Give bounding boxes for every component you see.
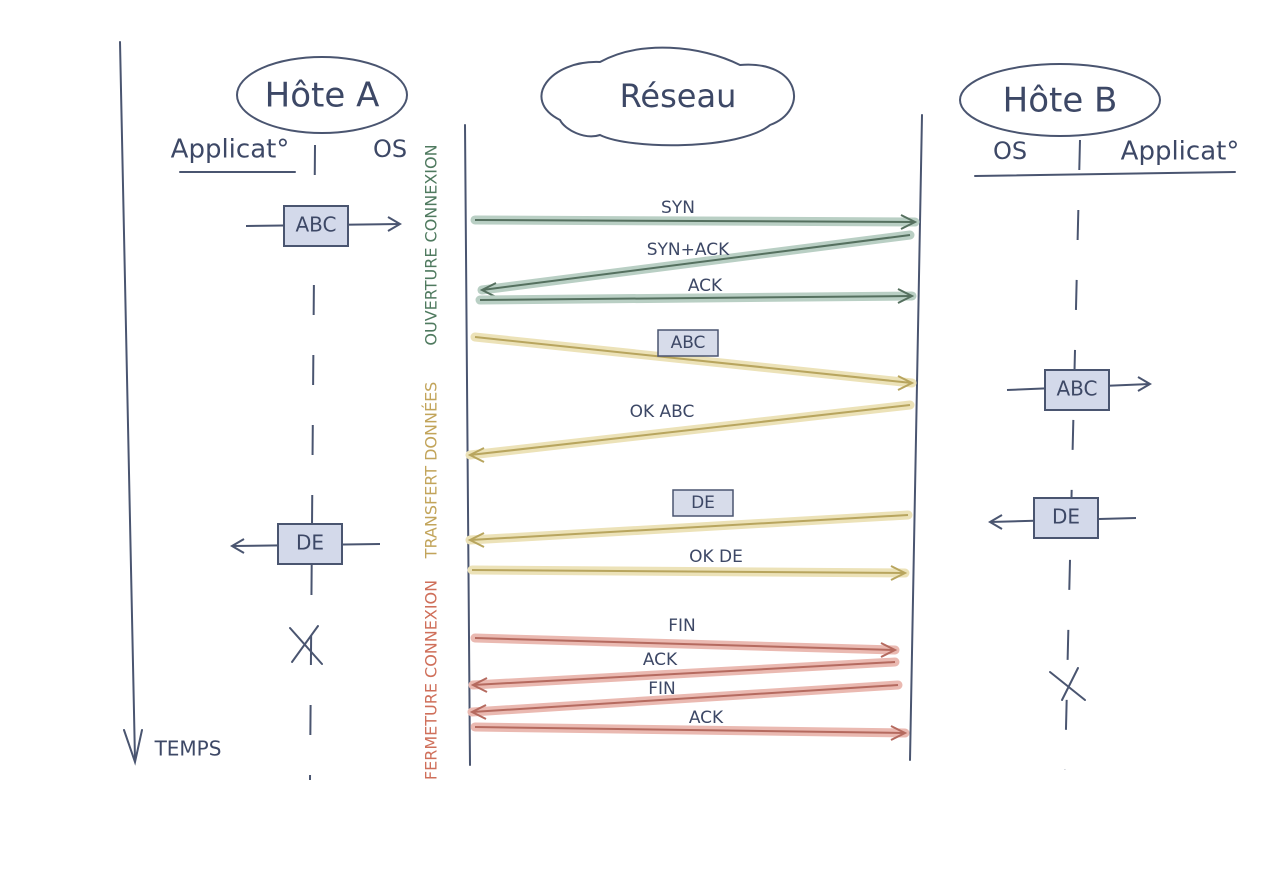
arrow-head	[230, 538, 245, 554]
time-axis	[119, 41, 136, 761]
message-arrow	[474, 726, 906, 734]
end-cross	[1049, 667, 1086, 701]
message-label: OK DE	[689, 547, 743, 567]
network-edge	[909, 114, 923, 761]
message-arrow	[481, 234, 911, 291]
data-box	[1044, 369, 1110, 411]
message-label: FIN	[648, 679, 676, 699]
arrow-head	[890, 725, 908, 741]
time-label: TEMPS	[154, 737, 222, 761]
message-arrow	[471, 684, 899, 713]
arrow-head	[467, 447, 485, 463]
underline	[974, 171, 1236, 177]
data-box	[283, 205, 349, 247]
data-box	[277, 523, 343, 565]
data-box-label: ABC	[295, 213, 336, 237]
message-arrow	[469, 514, 909, 541]
message-label: ACK	[689, 708, 724, 728]
arrow-head	[880, 642, 898, 658]
message-label: DE	[691, 493, 715, 513]
message-label: OK ABC	[630, 402, 695, 422]
message-arrow	[479, 295, 913, 301]
message-label: SYN+ACK	[647, 240, 730, 260]
arrow-head	[900, 214, 918, 230]
time-arrow	[123, 729, 143, 766]
host-label: Hôte A	[265, 76, 380, 116]
arrow-head	[467, 532, 485, 548]
message-box	[672, 489, 734, 517]
cloud	[540, 46, 795, 147]
message-arrow	[474, 336, 913, 384]
message-label: SYN	[661, 198, 695, 218]
host-lifeline	[1064, 139, 1081, 771]
message-arrow	[471, 569, 906, 574]
message-label: ACK	[688, 276, 723, 296]
data-box-label: DE	[1052, 505, 1080, 529]
phase-label: FERMETURE CONNEXION	[422, 580, 441, 780]
column-label: OS	[993, 137, 1027, 165]
message-box	[657, 329, 719, 357]
phase-label: OUVERTURE CONNEXION	[422, 144, 441, 345]
host-bubble	[236, 56, 408, 134]
column-label: Applicat°	[1121, 137, 1240, 167]
arrow-head	[479, 282, 497, 298]
arrow-head	[469, 704, 487, 720]
network-edge	[464, 124, 471, 766]
arrow-head	[890, 565, 908, 581]
host-bubble	[959, 63, 1161, 137]
message-label: ABC	[671, 333, 706, 353]
arrow-head	[387, 216, 402, 232]
column-label: Applicat°	[171, 135, 290, 165]
end-cross	[289, 625, 323, 665]
data-box-label: ABC	[1056, 377, 1097, 401]
message-label: ACK	[643, 650, 678, 670]
arrow-head	[1137, 376, 1152, 392]
message-label: FIN	[668, 616, 696, 636]
arrow-head	[988, 514, 1003, 530]
arrow-head	[897, 375, 915, 391]
data-box	[1033, 497, 1099, 539]
message-arrow	[469, 404, 911, 456]
data-box-label: DE	[296, 531, 324, 555]
host-label: Hôte B	[1003, 81, 1118, 121]
message-arrow	[474, 219, 916, 223]
network-label: Réseau	[620, 77, 737, 115]
message-arrow	[472, 661, 896, 686]
arrow-head	[470, 677, 488, 693]
message-arrow	[474, 637, 896, 651]
column-label: OS	[373, 135, 407, 163]
arrow-head	[897, 288, 915, 304]
phase-label: TRANSFERT DONNÉES	[422, 382, 441, 560]
